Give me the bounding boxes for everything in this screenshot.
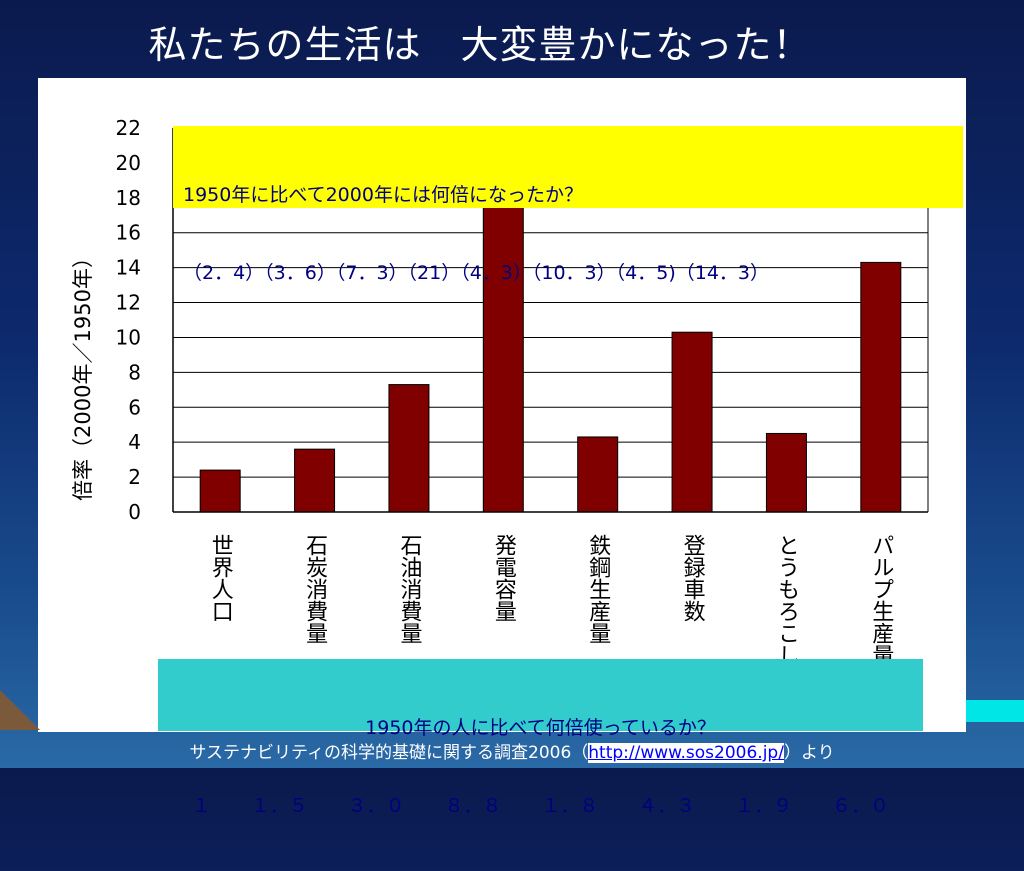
comparison-note-2000-vs-1950: 1950年に比べて2000年には何倍になったか？ （2．4）（3．6）（7．3）… xyxy=(173,126,963,284)
usage-value: ３．０ xyxy=(347,795,405,817)
usage-value: ６．０ xyxy=(832,795,890,817)
bar xyxy=(294,448,336,513)
source-link[interactable]: http://www.sos2006.jp/ xyxy=(588,743,784,763)
x-category-label: 発電容量 xyxy=(491,534,517,622)
usage-value: １．８ xyxy=(541,795,599,817)
bar xyxy=(765,432,807,513)
x-category-label: パルプ生産量 xyxy=(868,534,894,666)
y-tick-label: 6 xyxy=(128,395,141,419)
decoration-shape xyxy=(0,690,40,730)
x-category-label: 石油消費量 xyxy=(396,534,422,644)
usage-value: １．５ xyxy=(250,795,308,817)
x-category-label: 石炭消費量 xyxy=(302,534,328,644)
bar xyxy=(860,261,902,513)
x-category-label: 登録車数 xyxy=(680,534,706,622)
y-tick-label: 10 xyxy=(116,325,141,349)
bar xyxy=(388,384,430,513)
y-tick-label: 18 xyxy=(116,186,141,210)
bar xyxy=(199,469,241,513)
x-category-label: とうもろこし xyxy=(774,534,799,666)
y-tick-label: 14 xyxy=(116,256,141,280)
y-tick-label: 12 xyxy=(116,291,141,315)
y-tick-label: 8 xyxy=(128,360,141,384)
footer-prefix: サステナビリティの科学的基礎に関する調査2006（ xyxy=(189,743,589,763)
y-tick-label: 20 xyxy=(116,151,141,175)
note-values: （2．4）（3．6）（7．3）（21）（4．3）（10．3）（4．5)（14．3… xyxy=(183,262,770,284)
y-tick-label: 4 xyxy=(128,430,141,454)
decoration-shape xyxy=(966,700,1024,722)
y-tick-label: 22 xyxy=(116,116,141,140)
y-tick-label: 16 xyxy=(116,221,141,245)
slide-title: 私たちの生活は 大変豊かになった！ xyxy=(148,23,812,67)
usage-value: ４．３ xyxy=(638,795,696,817)
usage-question: 1950年の人に比べて何倍使っているか？ xyxy=(365,717,716,739)
per-person-usage-note: 1950年の人に比べて何倍使っているか？ １ １．５ ３．０ ８．８ １．８ ４… xyxy=(158,659,923,817)
usage-value: １ xyxy=(191,795,211,817)
source-footer: サステナビリティの科学的基礎に関する調査2006（http://www.sos2… xyxy=(0,738,1024,763)
usage-value: １．９ xyxy=(735,795,793,817)
y-axis-label: 倍率（2000年／1950年） xyxy=(71,247,95,501)
usage-value: ８．８ xyxy=(444,795,502,817)
y-tick-label: 0 xyxy=(128,500,141,524)
note-question: 1950年に比べて2000年には何倍になったか？ xyxy=(183,184,583,206)
footer-suffix: ）より xyxy=(783,743,835,763)
y-tick-label: 2 xyxy=(128,465,141,489)
x-category-label: 鉄鋼生産量 xyxy=(585,534,611,644)
x-category-label: 世界人口 xyxy=(208,534,234,622)
bar xyxy=(671,331,713,513)
chart-panel: 0 2 4 6 8 10 12 14 16 18 20 22 世界人口 石炭消費量 石油消費量 発電容量 鉄鋼… xyxy=(38,78,966,817)
usage-values: １ １．５ ３．０ ８．８ １．８ ４．３ １．９ ６．０ xyxy=(168,793,913,819)
bar xyxy=(577,436,619,513)
